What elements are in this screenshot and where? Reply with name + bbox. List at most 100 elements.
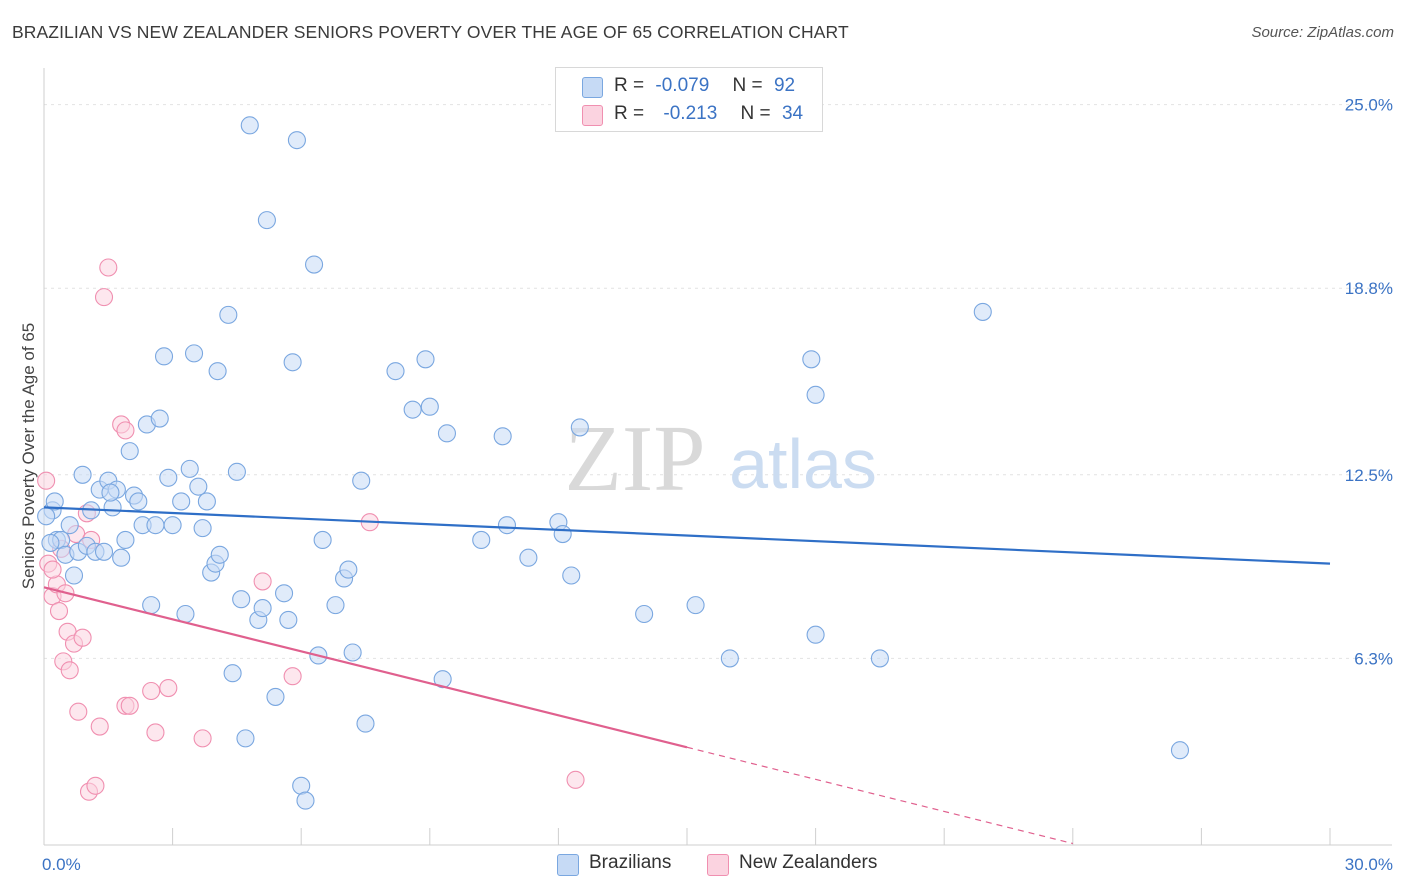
data-point-brazilians	[257, 211, 276, 230]
data-point-brazilians	[433, 670, 452, 689]
data-point-brazilians	[266, 687, 285, 706]
data-point-new-zealanders	[193, 729, 212, 748]
data-point-brazilians	[227, 462, 246, 481]
data-point-brazilians	[232, 590, 251, 609]
data-point-brazilians	[60, 516, 79, 535]
data-point-new-zealanders	[159, 678, 178, 698]
data-point-new-zealanders	[99, 258, 118, 277]
data-point-brazilians	[313, 530, 332, 550]
legend-swatch-new-zealanders	[582, 105, 603, 126]
data-point-brazilians	[253, 599, 272, 618]
data-point-brazilians	[720, 649, 739, 668]
legend-n-label: N =	[740, 103, 771, 124]
data-point-new-zealanders	[60, 661, 79, 680]
data-point-new-zealanders	[146, 723, 165, 742]
data-point-brazilians	[73, 465, 92, 484]
data-point-new-zealanders	[94, 288, 114, 307]
data-point-new-zealanders	[86, 776, 105, 795]
data-point-brazilians	[403, 400, 422, 419]
legend-r-label: R =	[614, 75, 645, 96]
data-point-brazilians	[279, 610, 298, 629]
data-point-new-zealanders	[69, 702, 88, 721]
data-point-brazilians	[305, 255, 324, 274]
data-point-brazilians	[283, 353, 302, 372]
data-point-brazilians	[416, 350, 435, 369]
data-point-brazilians	[343, 643, 362, 662]
data-point-brazilians	[146, 516, 165, 535]
data-point-brazilians	[37, 507, 56, 526]
data-point-brazilians	[41, 533, 60, 552]
y-tick-label: 6.3%	[1354, 649, 1393, 668]
data-point-brazilians	[635, 604, 654, 624]
x-tick-label: 0.0%	[42, 855, 81, 874]
data-point-brazilians	[154, 347, 174, 366]
trend-line-brazilians	[43, 506, 1331, 565]
data-point-brazilians	[116, 530, 135, 550]
watermark: ZIP atlas	[565, 407, 877, 511]
data-point-brazilians	[103, 498, 122, 517]
legend-text-brazilians: R = -0.079 N = 92	[614, 75, 795, 97]
data-point-brazilians	[562, 566, 581, 585]
legend-swatch-brazilians	[582, 77, 603, 98]
data-point-brazilians	[210, 545, 229, 564]
data-point-new-zealanders	[73, 628, 92, 647]
legend-n-label: N =	[732, 75, 763, 96]
chart-title: BRAZILIAN VS NEW ZEALANDER SENIORS POVER…	[12, 22, 849, 42]
watermark-atlas: atlas	[729, 425, 877, 503]
data-point-brazilians	[159, 468, 178, 487]
series-brazilians	[37, 116, 1190, 810]
legend-r-value: -0.213	[663, 103, 718, 124]
data-point-brazilians	[172, 492, 191, 511]
data-point-new-zealanders	[90, 717, 109, 736]
data-point-brazilians	[193, 519, 212, 538]
data-point-brazilians	[208, 362, 227, 381]
data-point-brazilians	[386, 362, 405, 381]
trend-line-new-zealanders	[43, 586, 688, 749]
data-point-brazilians	[437, 424, 456, 443]
data-point-brazilians	[806, 385, 825, 404]
legend-row-new-zealanders: R = -0.213 N = 34	[556, 100, 822, 128]
bottom-legend-label-new-zealanders: New Zealanders	[739, 852, 878, 873]
data-point-brazilians	[870, 649, 889, 668]
data-point-new-zealanders	[37, 471, 56, 490]
data-point-brazilians	[240, 116, 259, 135]
data-point-new-zealanders	[49, 601, 69, 621]
chart-source: Source: ZipAtlas.com	[1251, 24, 1394, 41]
data-point-brazilians	[197, 492, 216, 511]
data-point-brazilians	[802, 350, 821, 369]
y-tick-label: 18.8%	[1345, 279, 1393, 298]
data-point-new-zealanders	[283, 667, 302, 686]
legend-text-new-zealanders: R = -0.213 N = 34	[614, 103, 803, 125]
data-point-brazilians	[142, 596, 161, 615]
data-point-brazilians	[94, 542, 114, 561]
data-point-brazilians	[296, 791, 315, 810]
trend-line-new-zealanders-extension	[686, 746, 1073, 845]
data-point-brazilians	[64, 566, 84, 585]
bottom-legend-swatch-new-zealanders	[707, 854, 729, 876]
y-tick-label: 25.0%	[1345, 96, 1393, 115]
data-point-brazilians	[686, 596, 705, 615]
bottom-legend-label-brazilians: Brazilians	[589, 852, 672, 873]
data-point-brazilians	[570, 418, 589, 437]
data-point-brazilians	[326, 596, 345, 615]
legend-n-value: 34	[781, 103, 804, 124]
data-point-brazilians	[236, 729, 255, 748]
y-axis-label: Seniors Poverty Over the Age of 65	[19, 323, 38, 589]
data-point-brazilians	[163, 516, 182, 535]
data-point-brazilians	[223, 664, 242, 683]
data-point-brazilians	[553, 524, 572, 544]
legend-n-value: 92	[773, 75, 796, 96]
data-point-brazilians	[275, 584, 294, 603]
data-point-brazilians	[287, 131, 306, 150]
data-point-new-zealanders	[142, 681, 161, 701]
data-point-new-zealanders	[253, 572, 272, 591]
data-point-brazilians	[420, 397, 439, 416]
data-point-new-zealanders	[120, 696, 139, 715]
data-point-new-zealanders	[566, 770, 585, 789]
data-point-brazilians	[472, 530, 491, 550]
data-point-brazilians	[519, 548, 538, 567]
data-point-brazilians	[973, 302, 992, 321]
legend-r-value: -0.079	[655, 75, 710, 96]
data-point-brazilians	[497, 516, 517, 535]
